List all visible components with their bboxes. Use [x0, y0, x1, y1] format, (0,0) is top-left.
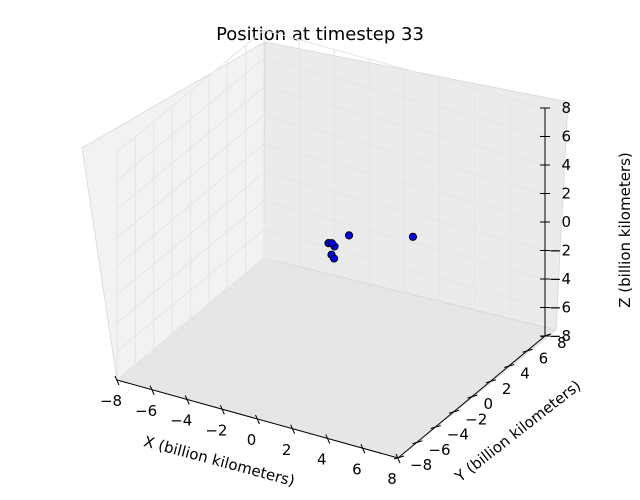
grid-line — [245, 272, 527, 352]
x-tick-label: −6 — [135, 402, 157, 420]
grid-line — [208, 303, 491, 383]
y-tick-label: 6 — [539, 349, 549, 367]
grid-line — [116, 29, 265, 153]
x-tick — [395, 453, 401, 464]
x-tick — [219, 405, 225, 415]
grid-line — [263, 257, 546, 337]
tick-marks — [114, 107, 552, 464]
data-points — [324, 231, 418, 263]
x-tick-label: 2 — [282, 441, 292, 459]
grid-lines — [116, 29, 546, 459]
grid-line — [327, 316, 476, 439]
x-tick — [184, 395, 190, 405]
y-tick — [430, 425, 441, 429]
grid-line — [362, 325, 511, 449]
x-tick — [255, 414, 260, 425]
y-tick — [522, 348, 533, 353]
grid-line — [116, 115, 265, 238]
x-tick — [360, 444, 366, 454]
x-tick-label: −8 — [100, 392, 122, 410]
y-tick-label: 4 — [520, 365, 530, 383]
x-tick-label: 6 — [352, 460, 362, 478]
x-tick-label: 0 — [247, 431, 257, 449]
y-tick-label: 8 — [557, 334, 567, 352]
z-tick-label: 0 — [561, 213, 571, 231]
grid-line — [116, 86, 265, 210]
y-tick-label: 0 — [484, 395, 494, 413]
data-point — [344, 231, 354, 240]
z-tick-label: 6 — [561, 128, 571, 146]
z-tick-label: −4 — [549, 270, 571, 288]
data-point — [327, 239, 337, 248]
x-tick-label: −2 — [205, 421, 227, 439]
y-tick-label: −8 — [410, 456, 432, 474]
z-tick-label: −8 — [549, 327, 571, 345]
grid-line — [227, 288, 509, 367]
grid-line — [263, 29, 546, 109]
grid-line — [263, 143, 546, 223]
y-tick-label: −2 — [465, 410, 487, 428]
grid-line — [263, 115, 546, 194]
grid-line — [263, 86, 546, 166]
y-tick — [448, 409, 460, 414]
grid-line — [116, 143, 265, 267]
x-tick — [290, 424, 296, 434]
x-tick — [149, 385, 155, 395]
x-tick-label: 8 — [387, 470, 397, 488]
chart-title: Position at timestep 33 — [216, 24, 424, 45]
z-tick-label: 8 — [561, 99, 571, 117]
x-tick-label: 4 — [317, 451, 327, 469]
x-axis-label: X (billion kilometers) — [142, 432, 297, 490]
y-tick — [412, 440, 423, 445]
y-tick-label: −4 — [447, 426, 469, 444]
grid-line — [263, 58, 546, 137]
grid-line — [292, 306, 440, 430]
z-axis-label: Z (billion kilometers) — [616, 152, 634, 308]
y-tick — [393, 455, 405, 460]
grid-line — [116, 58, 265, 181]
z-tick-label: −2 — [549, 242, 571, 260]
y-tick — [467, 394, 478, 399]
y-tick — [504, 364, 515, 368]
x-tick — [114, 375, 120, 386]
x-tick — [325, 434, 331, 444]
data-point — [329, 254, 339, 263]
y-tick-label: 2 — [502, 380, 512, 398]
y-tick — [485, 379, 497, 384]
z-tick-label: 4 — [561, 156, 571, 174]
y-tick-label: −6 — [428, 441, 450, 459]
z-tick-label: 2 — [561, 185, 571, 203]
y-tick — [540, 333, 552, 338]
x-tick-label: −4 — [170, 412, 192, 430]
grid-line — [190, 318, 472, 398]
data-point — [408, 232, 418, 241]
z-tick-label: −6 — [549, 299, 571, 317]
